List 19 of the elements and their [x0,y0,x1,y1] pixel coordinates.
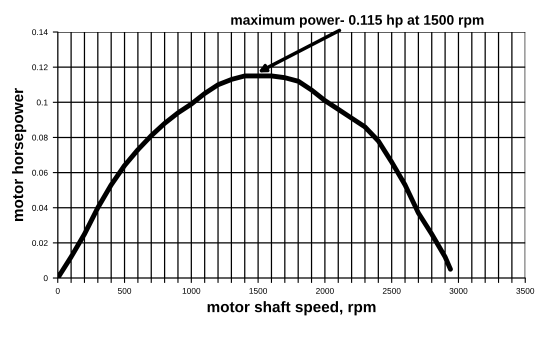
y-tick-label: 0.08 [32,134,48,141]
y-tick-label: 0.02 [32,240,48,246]
x-tick-label: 0 [56,288,60,294]
y-axis-title: motor horsepower [12,88,26,222]
x-tick-label: 3000 [450,288,468,294]
x-tick-label: 2500 [382,288,401,294]
y-tick-label: 0.12 [32,64,48,70]
y-tick-label: 0.1 [36,100,48,106]
y-tick-label: 0.04 [32,204,48,211]
y-tick-label: 0.06 [32,170,48,176]
x-tick-label: 1500 [249,288,268,294]
x-tick-label: 2000 [316,288,334,294]
y-tick-label: 0 [44,275,48,282]
y-tick-label: 0.14 [32,29,48,36]
annotation: maximum power- 0.115 hp at 1500 rpm [231,14,484,28]
x-tick-label: 3500 [516,288,534,294]
x-axis-title: motor shaft speed, rpm [208,301,376,316]
x-tick-label: 1000 [182,288,200,294]
x-tick-label: 500 [118,288,132,294]
